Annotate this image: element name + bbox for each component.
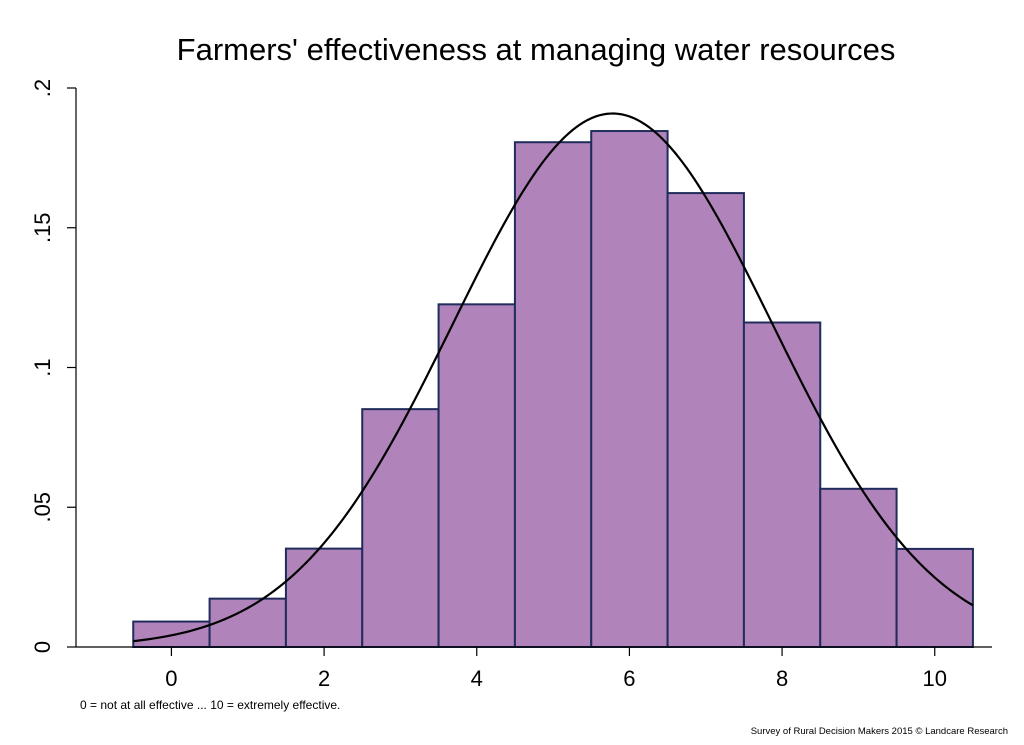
histogram-bar-1: [208, 597, 287, 648]
histogram-bar-5: [513, 141, 593, 649]
scale-footnote: 0 = not at all effective ... 10 = extrem…: [80, 698, 340, 712]
x-tick-label: 6: [623, 666, 635, 691]
histogram-bar-8: [742, 321, 822, 648]
normal-density-curve: [133, 112, 974, 643]
x-tick-label: 0: [165, 666, 177, 691]
y-tick-label: .1: [30, 358, 55, 376]
x-tick-label: 4: [471, 666, 483, 691]
x-tick-label: 10: [923, 666, 947, 691]
y-tick-label: 0: [30, 641, 55, 653]
histogram-bar-2: [284, 547, 364, 649]
histogram-bar-9: [819, 487, 898, 649]
y-tick-label: .05: [30, 492, 55, 523]
histogram-bar-7: [666, 192, 745, 648]
source-credit: Survey of Rural Decision Makers 2015 © L…: [751, 726, 1008, 737]
y-tick-label: .2: [30, 79, 55, 97]
x-tick-label: 8: [776, 666, 788, 691]
histogram-bar-3: [361, 408, 440, 649]
chart-title: Farmers' effectiveness at managing water…: [177, 32, 896, 67]
bars-group: [132, 130, 974, 649]
ticks-group: 0 2 4 6 8 10 0 .05 .1 .15 .2: [30, 79, 947, 691]
x-tick-label: 2: [318, 666, 330, 691]
histogram-bar-6: [590, 130, 669, 648]
histogram-bar-4: [437, 303, 516, 648]
y-tick-label: .15: [30, 212, 55, 243]
